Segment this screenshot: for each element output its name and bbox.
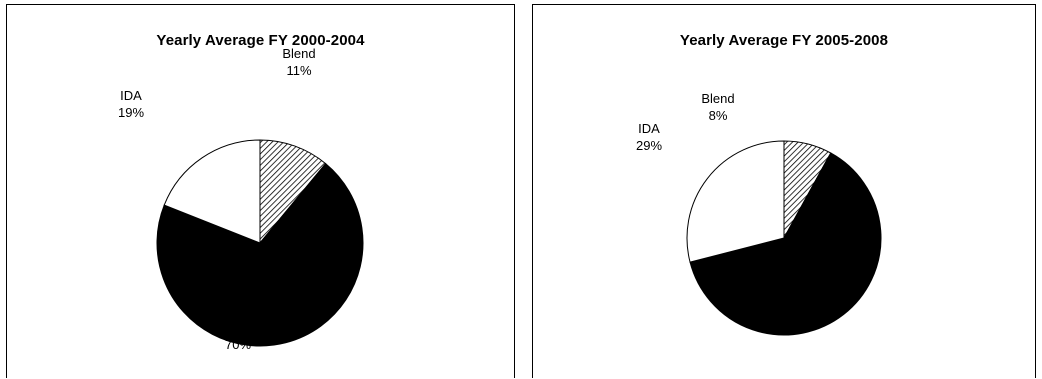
slice-percent: 8% — [708, 108, 728, 123]
pie-slice-ida — [163, 139, 261, 244]
slice-percent: 63% — [772, 317, 800, 332]
pie-slice-ibrd — [689, 152, 882, 336]
slice-label-ida: IDA 19% — [91, 87, 171, 121]
pie-slice-ida — [686, 140, 785, 263]
pie-slice-blend — [259, 139, 327, 245]
slice-name: IBRD — [770, 300, 802, 315]
slice-percent: 70% — [224, 337, 252, 352]
slice-label-ibrd: IBRD 63% — [746, 299, 826, 333]
chart-panel-2000-2004: Yearly Average FY 2000-2004 Blend 11% IB… — [6, 4, 515, 378]
slice-percent: 29% — [635, 138, 663, 153]
slice-name: Blend — [282, 46, 316, 61]
slice-label-ibrd: IBRD 70% — [198, 319, 278, 353]
slice-name: IDA — [120, 88, 142, 103]
slice-label-blend: Blend 11% — [259, 45, 339, 79]
pie-chart — [156, 139, 364, 347]
slice-name: Blend — [701, 91, 735, 106]
chart-title: Yearly Average FY 2000-2004 — [156, 32, 365, 49]
slice-percent: 11% — [286, 63, 312, 78]
pie-slice-ibrd — [156, 162, 364, 347]
chart-panel-2005-2008: Yearly Average FY 2005-2008 Blend 8% IBR… — [532, 4, 1036, 378]
slice-name: IDA — [638, 121, 660, 136]
chart-title: Yearly Average FY 2005-2008 — [679, 32, 889, 49]
slice-name: IBRD — [222, 320, 254, 335]
pie-chart — [686, 140, 882, 336]
slice-label-blend: Blend 8% — [678, 90, 758, 124]
slice-label-ida: IDA 29% — [609, 120, 689, 154]
slice-percent: 19% — [117, 105, 145, 120]
